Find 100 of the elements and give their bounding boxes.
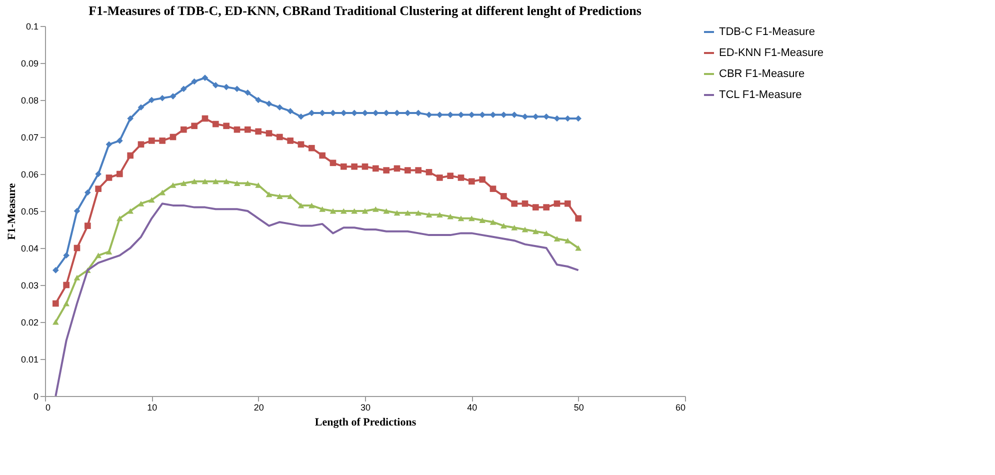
point: [543, 113, 550, 120]
point: [287, 108, 294, 114]
point: [554, 236, 560, 242]
point: [426, 168, 432, 176]
point: [234, 126, 240, 133]
legend-label: TDB-C F1-Measure: [719, 26, 815, 38]
point: [74, 208, 80, 214]
y-tick-label: 0: [33, 392, 38, 402]
point: [52, 300, 59, 307]
point: [308, 110, 315, 116]
point: [266, 130, 272, 136]
point: [276, 193, 283, 199]
point: [468, 178, 475, 185]
y-axis-title: F1-Measure: [6, 183, 18, 240]
legend-label: ED-KNN F1-Measure: [719, 47, 824, 59]
point: [298, 113, 304, 120]
point: [404, 110, 411, 116]
point: [84, 189, 91, 196]
point: [351, 163, 358, 170]
point: [458, 216, 464, 222]
point: [159, 138, 166, 144]
point: [372, 165, 379, 172]
line-series: [54, 202, 580, 397]
point: [202, 178, 208, 184]
point: [266, 192, 272, 198]
point: [138, 104, 144, 111]
point: [394, 110, 400, 116]
point: [170, 93, 176, 100]
point: [362, 163, 368, 170]
point: [404, 167, 411, 174]
point: [95, 252, 102, 258]
point: [84, 222, 91, 229]
point: [170, 182, 176, 188]
point: [212, 82, 219, 88]
point: [180, 126, 187, 133]
point: [223, 122, 230, 130]
x-tick-label: 10: [147, 402, 158, 412]
point: [458, 174, 464, 181]
point: [106, 141, 112, 148]
point: [500, 193, 507, 200]
point: [340, 163, 347, 170]
point: [575, 215, 582, 222]
point: [180, 86, 187, 92]
point: [127, 152, 134, 159]
y-tick-label: 0.02: [20, 318, 38, 328]
point: [362, 208, 368, 214]
point: [234, 86, 240, 92]
point: [116, 138, 123, 144]
point: [330, 110, 336, 116]
point: [522, 200, 528, 207]
y-tick-label: 0.05: [20, 206, 38, 216]
point: [212, 178, 219, 184]
point: [255, 128, 262, 135]
point: [180, 180, 187, 186]
point: [330, 160, 336, 166]
y-tick-label: 0.04: [20, 244, 38, 254]
point: [319, 110, 326, 116]
point: [383, 110, 390, 116]
x-tick-label: 60: [675, 402, 686, 412]
point: [554, 115, 560, 122]
point: [52, 319, 59, 325]
point: [522, 226, 528, 232]
point: [511, 224, 518, 230]
point: [116, 170, 123, 178]
point: [116, 216, 123, 222]
point: [436, 174, 443, 181]
point: [52, 267, 59, 274]
point: [95, 170, 102, 178]
point: [575, 245, 582, 251]
point: [426, 212, 432, 218]
point: [319, 152, 326, 159]
point: [148, 96, 155, 104]
y-tick-label: 0.03: [20, 280, 38, 290]
point: [383, 208, 390, 214]
point: [298, 141, 304, 148]
point: [479, 176, 486, 183]
point: [244, 180, 251, 186]
y-tick-label: 0.06: [20, 170, 38, 180]
point: [308, 202, 315, 208]
point: [394, 165, 400, 172]
point: [522, 113, 528, 120]
point: [138, 141, 144, 148]
point: [63, 252, 70, 259]
point: [543, 230, 550, 236]
point: [330, 208, 336, 214]
point: [468, 216, 475, 222]
point: [532, 228, 539, 234]
point: [340, 110, 347, 116]
y-tick-label: 0.1: [26, 22, 38, 32]
point: [223, 84, 230, 90]
point: [383, 167, 390, 174]
point: [308, 144, 315, 152]
legend-label: TCL F1-Measure: [719, 89, 802, 101]
point: [148, 138, 155, 144]
point: [266, 100, 272, 107]
point: [212, 120, 219, 128]
point: [372, 206, 379, 212]
x-tick-label: 30: [360, 402, 371, 412]
point: [202, 74, 208, 81]
point: [106, 174, 112, 181]
